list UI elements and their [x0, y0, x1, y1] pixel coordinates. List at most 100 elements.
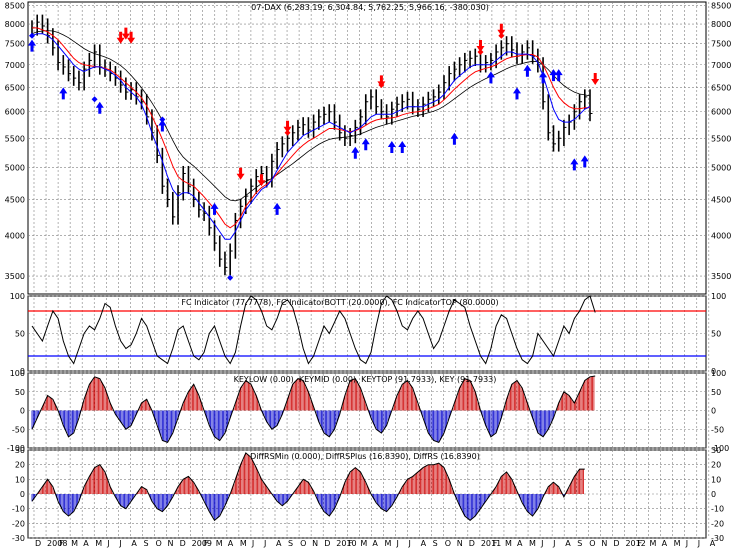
x-month-label: S: [433, 539, 438, 548]
price-tick-label-left: 5000: [5, 163, 25, 172]
price-tick-label-right: 8500: [711, 2, 731, 11]
diff-tick-label-left: 20: [15, 461, 25, 470]
x-month-label: 2009: [192, 539, 212, 548]
price-tick-label-left: 7500: [5, 40, 25, 49]
key-line: [31, 375, 596, 444]
x-month-label: J: [396, 539, 399, 548]
buy-signal-arrow: [486, 71, 495, 84]
diff-tick-label-left: 0: [20, 490, 25, 499]
x-month-label: J: [685, 539, 688, 548]
x-month-label: A: [83, 539, 89, 548]
x-month-label: M: [674, 539, 681, 548]
x-month-label: A: [372, 539, 378, 548]
key-tick-label-right: 50: [711, 388, 721, 397]
diff-tick-label-right: 20: [711, 461, 721, 470]
x-month-label: O: [156, 539, 162, 548]
fc-indicator-line: [31, 295, 596, 365]
x-month-label: F: [638, 539, 643, 548]
key-tick-label-left: 50: [15, 388, 25, 397]
x-month-label: F: [204, 539, 209, 548]
price-tick-label-left: 3500: [5, 272, 25, 281]
x-month-label: A: [517, 539, 523, 548]
buy-signal-arrow: [351, 146, 360, 159]
x-month-label: M: [360, 539, 367, 548]
sell-signal-arrow: [236, 167, 245, 180]
price-tick-label-right: 4500: [711, 195, 731, 204]
x-month-label: S: [288, 539, 293, 548]
buy-signal-arrow: [554, 69, 563, 82]
fast-moving-average-line: [31, 33, 591, 240]
buy-signal-arrow: [570, 158, 579, 171]
price-tick-label-left: 7000: [5, 61, 25, 70]
buy-signal-arrow: [95, 101, 104, 114]
buy-signal-arrow: [549, 69, 558, 82]
x-month-label: M: [505, 539, 512, 548]
x-month-label: M: [71, 539, 78, 548]
x-month-label: A: [662, 539, 668, 548]
signal-diamond: [159, 116, 166, 123]
price-tick-label-left: 4500: [5, 195, 25, 204]
buy-signal-arrow: [158, 119, 167, 132]
fc-tick-label-right: 0: [711, 367, 716, 376]
x-month-label: M: [529, 539, 536, 548]
x-month-label: 2010: [336, 539, 356, 548]
buy-signal-arrow: [539, 71, 548, 84]
x-month-label: M: [95, 539, 102, 548]
x-month-label: O: [445, 539, 451, 548]
fc-tick-label-left: 0: [20, 367, 25, 376]
signal-diamond: [91, 96, 98, 103]
x-month-label: J: [106, 539, 109, 548]
buy-signal-arrow: [273, 202, 282, 215]
x-month-label: D: [324, 539, 330, 548]
price-tick-label-right: 6500: [711, 83, 731, 92]
diff-tick-label-right: 30: [711, 446, 721, 455]
buy-signal-arrow: [28, 39, 36, 52]
x-month-label: J: [697, 539, 700, 548]
x-month-label: N: [168, 539, 174, 548]
buy-signal-arrow: [387, 141, 396, 154]
diff-tick-label-right: 0: [711, 490, 716, 499]
key-tick-label-right: 100: [711, 369, 726, 378]
diffrs-layer: [31, 452, 585, 522]
signal-diamond: [284, 129, 291, 136]
sell-signal-arrow: [497, 23, 506, 36]
x-month-label: A: [131, 539, 137, 548]
x-month-label: J: [540, 539, 543, 548]
signal-diamond: [498, 32, 505, 39]
diff-tick-label-left: -20: [12, 519, 25, 528]
x-month-label: J: [118, 539, 121, 548]
x-month-label: N: [601, 539, 607, 548]
x-month-label: D: [613, 539, 619, 548]
price-tick-label-left: 6000: [5, 108, 25, 117]
price-tick-label-right: 4000: [711, 231, 731, 240]
grid-lines: [28, 2, 710, 539]
x-month-label: J: [408, 539, 411, 548]
diff-tick-label-left: -10: [12, 505, 25, 514]
price-tick-label-right: 7000: [711, 61, 731, 70]
fc-tick-label-right: 50: [711, 330, 721, 339]
x-month-label: D: [35, 539, 41, 548]
buy-signal-arrow: [523, 64, 532, 77]
price-panel: [27, 1, 707, 295]
x-month-label: 2012: [625, 539, 645, 548]
x-month-label: 2008: [47, 539, 67, 548]
x-month-label: D: [180, 539, 186, 548]
x-month-label: A: [565, 539, 571, 548]
x-month-label: J: [251, 539, 254, 548]
x-month-label: F: [59, 539, 64, 548]
x-month-label: N: [457, 539, 463, 548]
diff-tick-label-left: 10: [15, 475, 25, 484]
x-month-label: A: [228, 539, 234, 548]
diff-tick-label-left: -30: [12, 534, 25, 543]
key-tick-label-left: 100: [10, 369, 25, 378]
y-axis-tick-labels: 8500 8500 8000 8000 7500 7500 7000 7000 6500 6500…: [5, 2, 732, 543]
x-month-label: D: [469, 539, 475, 548]
price-tick-label-right: 8000: [711, 20, 731, 29]
signal-diamond: [227, 274, 234, 281]
x-month-label: O: [589, 539, 595, 548]
buy-signal-arrow: [361, 138, 370, 151]
price-tick-label-right: 3500: [711, 272, 731, 281]
x-month-label: A: [710, 539, 716, 548]
sell-signal-arrow: [283, 120, 292, 133]
